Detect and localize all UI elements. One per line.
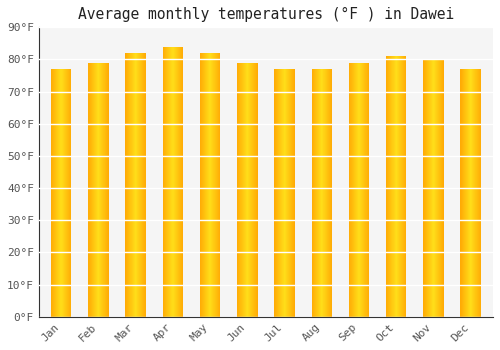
Title: Average monthly temperatures (°F ) in Dawei: Average monthly temperatures (°F ) in Da… xyxy=(78,7,454,22)
